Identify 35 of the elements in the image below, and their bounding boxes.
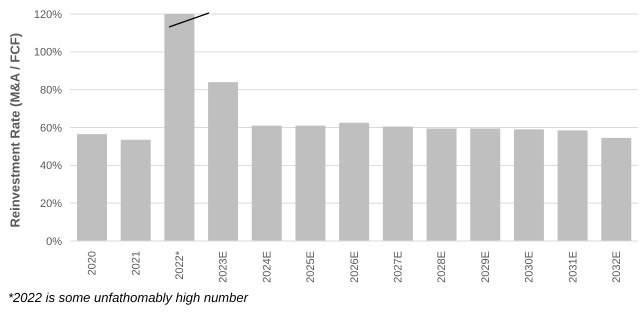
bar bbox=[295, 126, 326, 241]
x-tick-label: 2021 bbox=[130, 251, 142, 276]
x-tick-label: 2025E bbox=[305, 251, 318, 283]
bar bbox=[77, 134, 107, 241]
y-tick-label: 0% bbox=[46, 236, 62, 248]
x-tick-label: 2023E bbox=[218, 251, 230, 283]
y-tick-label: 60% bbox=[40, 122, 62, 134]
bar bbox=[252, 126, 282, 241]
bar bbox=[558, 130, 588, 241]
bar bbox=[208, 82, 238, 241]
x-tick-label: 2031E bbox=[567, 251, 580, 283]
x-tick-label: 2028E bbox=[436, 251, 448, 283]
bar bbox=[164, 14, 194, 241]
y-tick-label: 40% bbox=[40, 160, 62, 172]
bar bbox=[426, 128, 457, 241]
x-tick-label: 2024E bbox=[261, 251, 274, 283]
x-tick-label: 2027E bbox=[392, 251, 404, 283]
text: *2022 is some unfathomably high number bbox=[8, 290, 248, 305]
y-tick-label: 20% bbox=[40, 198, 62, 210]
bar bbox=[339, 122, 370, 241]
x-tick-label: 2022* bbox=[174, 250, 186, 280]
x-tick-label: 2032E bbox=[610, 251, 623, 283]
bar bbox=[601, 138, 632, 241]
y-tick-label: 120% bbox=[34, 8, 62, 21]
y-tick-label: 80% bbox=[40, 84, 62, 97]
bar bbox=[514, 129, 544, 241]
x-tick-label: 2020 bbox=[86, 251, 99, 276]
y-axis-title: Reinvestment Rate (M&A / FCF) bbox=[8, 32, 23, 228]
x-tick-label: 2026E bbox=[348, 251, 361, 283]
x-tick-label: 2029E bbox=[480, 251, 492, 283]
bar bbox=[470, 128, 500, 241]
x-tick-label: 2030E bbox=[524, 251, 536, 283]
bar bbox=[120, 140, 151, 241]
y-tick-label: 100% bbox=[34, 46, 62, 59]
bar bbox=[382, 126, 413, 241]
